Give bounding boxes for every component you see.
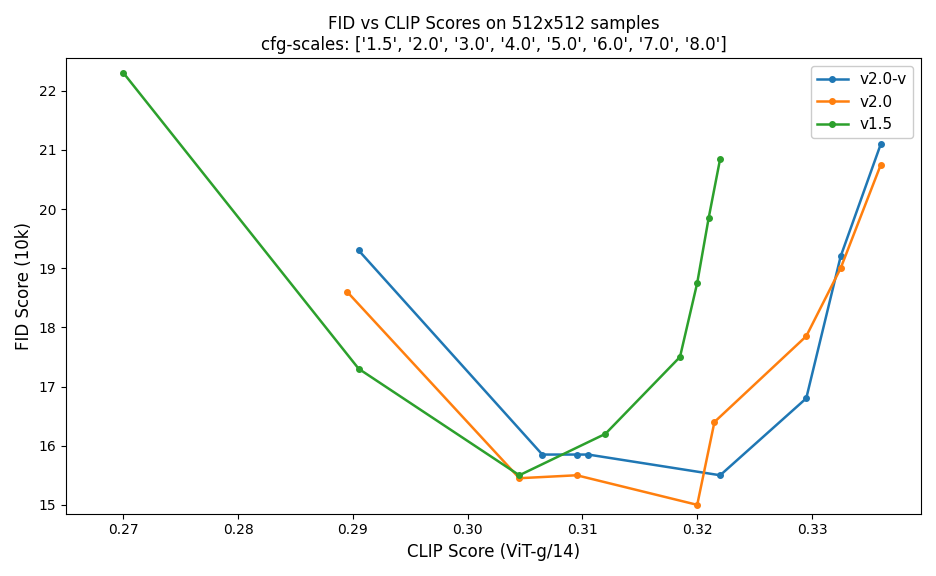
Title: FID vs CLIP Scores on 512x512 samples
cfg-scales: ['1.5', '2.0', '3.0', '4.0', ': FID vs CLIP Scores on 512x512 samples cf… [260, 15, 726, 54]
Line: v2.0: v2.0 [344, 162, 884, 507]
X-axis label: CLIP Score (ViT-g/14): CLIP Score (ViT-g/14) [407, 543, 580, 561]
v1.5 [118, 70, 129, 77]
v2.0-v [800, 395, 812, 402]
v2.0 [342, 289, 353, 295]
v1.5 [600, 430, 611, 437]
v1.5 [703, 214, 714, 221]
v1.5 [714, 156, 725, 162]
v2.0-v [875, 141, 886, 147]
Legend: v2.0-v, v2.0, v1.5: v2.0-v, v2.0, v1.5 [812, 66, 914, 138]
v2.0-v [353, 247, 364, 254]
v1.5 [692, 279, 703, 286]
v2.0-v [714, 472, 725, 479]
v2.0-v [835, 253, 846, 260]
v1.5 [514, 472, 525, 479]
Y-axis label: FID Score (10k): FID Score (10k) [15, 222, 33, 350]
Line: v1.5: v1.5 [121, 70, 723, 478]
v2.0 [835, 265, 846, 272]
v2.0-v [582, 451, 593, 458]
v1.5 [674, 354, 685, 361]
v2.0-v [536, 451, 548, 458]
v2.0 [875, 161, 886, 168]
v2.0 [514, 475, 525, 482]
v2.0 [800, 333, 812, 340]
v2.0 [709, 419, 720, 426]
Line: v2.0-v: v2.0-v [356, 141, 884, 478]
v2.0 [692, 501, 703, 508]
v2.0 [571, 472, 582, 479]
v1.5 [353, 365, 364, 372]
v2.0-v [571, 451, 582, 458]
